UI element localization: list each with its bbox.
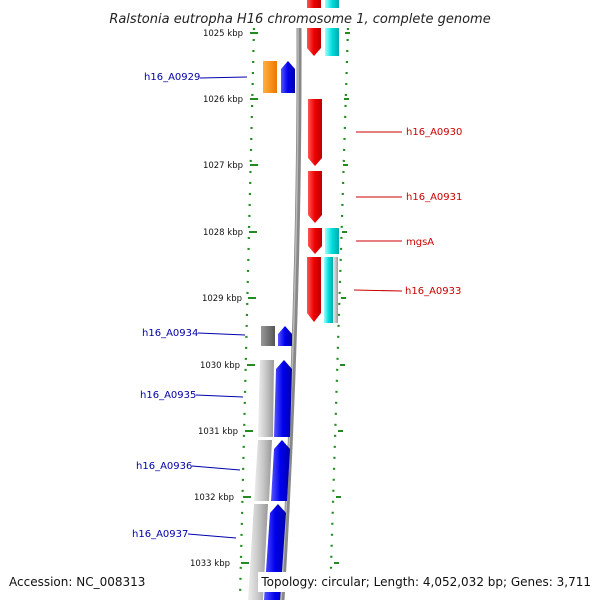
leader-line (199, 76, 248, 79)
tick-label: 1030 kbp (200, 361, 240, 371)
gene-feature-cyan[interactable] (324, 257, 333, 323)
gene-label[interactable]: mgsA (406, 237, 434, 248)
leader-line (191, 465, 241, 471)
tick-label: 1025 kbp (203, 29, 243, 39)
leader-line (187, 533, 237, 539)
gene-arrow-reverse[interactable] (308, 171, 322, 223)
gene-arrow-reverse[interactable] (307, 257, 321, 322)
tick-label: 1031 kbp (198, 427, 238, 437)
gene-label[interactable]: h16_A0936 (136, 461, 192, 472)
gene-labels-right: h16_A0930 h16_A0931 mgsA h16_A0933 (405, 127, 462, 297)
accession-text: Accession: NC_008313 (9, 575, 145, 589)
leader-line (353, 289, 403, 292)
gene-feature-orange[interactable] (263, 61, 277, 93)
gene-arrow-forward[interactable] (274, 360, 292, 437)
gene-label[interactable]: h16_A0929 (144, 72, 200, 83)
gene-arrow-reverse[interactable] (308, 228, 322, 254)
gene-label[interactable]: h16_A0934 (142, 328, 198, 339)
tick-label: 1033 kbp (190, 559, 230, 569)
topology-summary: Topology: circular; Length: 4,052,032 bp… (260, 575, 591, 589)
title-background (98, 8, 504, 28)
gene-label[interactable]: h16_A0931 (406, 192, 462, 203)
gene-feature-gray[interactable] (254, 440, 272, 501)
tick-label: 1029 kbp (202, 294, 242, 304)
forward-strand-features (248, 61, 295, 600)
leader-line (195, 394, 244, 398)
gene-label[interactable]: h16_A0935 (140, 390, 196, 401)
gene-label[interactable]: h16_A0937 (132, 529, 188, 540)
label-leader-lines (187, 76, 403, 539)
gene-label[interactable]: h16_A0930 (406, 127, 462, 138)
gene-feature-dark-gray[interactable] (261, 326, 275, 346)
gene-feature-gray[interactable] (258, 360, 274, 437)
tick-label: 1028 kbp (203, 228, 243, 238)
tick-labels: 1025 kbp 1026 kbp 1027 kbp 1028 kbp 1029… (190, 29, 243, 569)
tick-label: 1032 kbp (194, 493, 234, 503)
tick-marks (241, 32, 258, 564)
footer-summary-background (258, 572, 596, 592)
gene-label[interactable]: h16_A0933 (405, 286, 461, 297)
gene-arrow-forward[interactable] (281, 61, 295, 93)
map-title: Ralstonia eutropha H16 chromosome 1, com… (109, 12, 490, 27)
tick-label: 1027 kbp (203, 161, 243, 171)
genome-backbone (279, 27, 302, 600)
gene-arrow-forward[interactable] (278, 326, 292, 346)
gene-feature-gray[interactable] (333, 257, 338, 323)
reverse-strand-features (307, 0, 339, 323)
leader-line (197, 332, 246, 336)
footer-accession-background (6, 572, 148, 592)
tick-label: 1026 kbp (203, 95, 243, 105)
gene-arrow-forward[interactable] (271, 440, 290, 501)
inner-tick-marks (334, 32, 350, 564)
gc-dots-left (238, 27, 256, 599)
gene-labels-left: h16_A0929 h16_A0934 h16_A0935 h16_A0936 … (132, 72, 200, 540)
gene-feature-cyan[interactable] (325, 228, 339, 254)
gene-arrow-reverse[interactable] (308, 99, 322, 166)
